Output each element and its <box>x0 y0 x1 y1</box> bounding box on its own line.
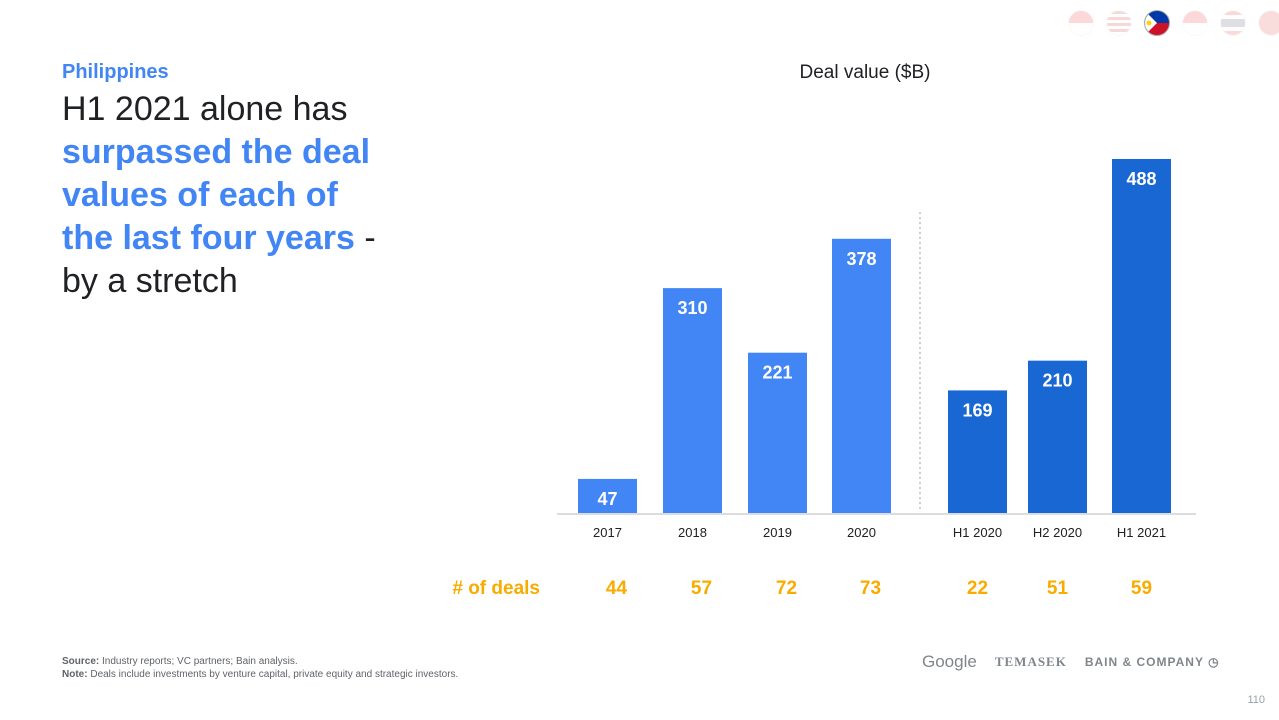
x-tick-label: 2017 <box>593 525 622 540</box>
bar-2019 <box>748 352 807 513</box>
headline-part2: - by a stretch <box>62 219 376 300</box>
deal-count: 57 <box>690 578 713 599</box>
deal-count: 44 <box>605 578 628 599</box>
flag-vietnam-icon[interactable] <box>1258 10 1279 36</box>
headline-highlight: surpassed the deal values of each of the… <box>62 133 371 257</box>
x-tick-label: 2018 <box>678 525 707 540</box>
flag-thailand-icon[interactable] <box>1220 10 1246 36</box>
x-tick-label: H1 2020 <box>953 525 1002 540</box>
bar-H2-2020 <box>1028 360 1087 513</box>
deals-row-label: # of deals <box>452 578 540 599</box>
chart-title: Deal value ($B) <box>799 62 931 83</box>
x-tick-label: H1 2021 <box>1117 525 1166 540</box>
country-flags <box>1068 10 1279 36</box>
bar-value-label: 47 <box>597 489 617 509</box>
x-tick-label: 2020 <box>847 525 876 540</box>
bar-value-label: 378 <box>846 249 876 269</box>
deal-count: 51 <box>1046 578 1069 599</box>
bar-2020 <box>832 238 891 513</box>
page-number: 110 <box>1247 694 1265 706</box>
bar-H1-2021 <box>1112 159 1171 513</box>
bar-value-label: 310 <box>677 298 707 318</box>
country-label: Philippines <box>62 61 169 83</box>
flag-malaysia-icon[interactable] <box>1106 10 1132 36</box>
headline-part1: H1 2021 alone has <box>62 90 348 128</box>
temasek-logo: TEMASEK <box>994 654 1067 669</box>
flag-philippines-icon[interactable] <box>1144 10 1170 36</box>
bar-value-label: 169 <box>962 400 992 420</box>
deal-count: 72 <box>775 578 798 599</box>
partner-logos: Google TEMASEK BAIN & COMPANY ◷ <box>922 652 1220 672</box>
deal-count: 59 <box>1130 578 1153 599</box>
x-tick-label: H2 2020 <box>1033 525 1082 540</box>
bar-value-label: 488 <box>1126 169 1156 189</box>
flag-singapore-icon[interactable] <box>1182 10 1208 36</box>
flag-indonesia-icon[interactable] <box>1068 10 1094 36</box>
deal-count: 73 <box>859 578 882 599</box>
note: Note: Deals include investments by ventu… <box>62 669 459 680</box>
bar-H1-2020 <box>948 390 1007 513</box>
source-note: Source: Industry reports; VC partners; B… <box>62 656 298 667</box>
bar-2018 <box>663 288 722 513</box>
x-tick-label: 2019 <box>763 525 792 540</box>
bar-value-label: 221 <box>762 363 792 383</box>
headline: H1 2021 alone has surpassed the deal val… <box>62 88 382 303</box>
footnotes: Source: Industry reports; VC partners; B… <box>62 655 458 681</box>
bain-logo: BAIN & COMPANY ◷ <box>1084 655 1220 669</box>
google-logo: Google <box>922 652 977 671</box>
deal-count: 22 <box>966 578 989 599</box>
bar-2017 <box>578 478 637 513</box>
bar-value-label: 210 <box>1042 371 1072 391</box>
